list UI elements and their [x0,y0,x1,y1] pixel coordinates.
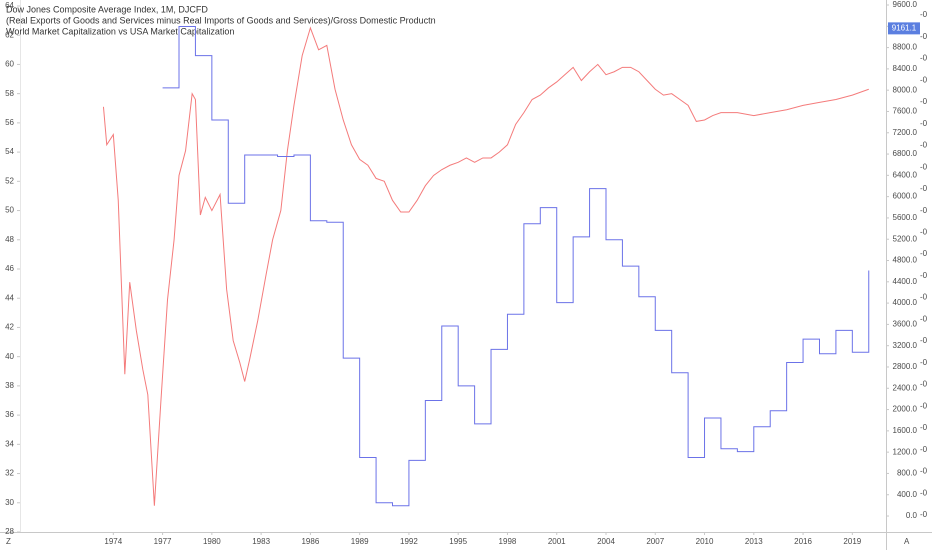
y-tick-label: 56 [5,118,14,127]
y2-tick-label: 3600.0 [893,320,918,329]
x-tick-label: 1989 [351,537,369,546]
y-tick-label: 46 [5,264,14,273]
y2-tick-label: 400.0 [897,490,918,499]
y2-tick-label: 2800.0 [893,362,918,371]
last-value-label: 9161.1 [892,23,917,32]
y3-tick-label: -0 [920,336,928,345]
y3-tick-label: -0 [920,423,928,432]
y3-tick-label: -0 [920,97,928,106]
x-tick-label: 1992 [400,537,418,546]
y3-tick-label: -0 [920,510,928,519]
corner-label: A [904,537,910,546]
x-tick-label: 1974 [104,537,122,546]
y3-tick-label: -0 [920,141,928,150]
y3-tick-label: -0 [920,380,928,389]
y3-tick-label: -0 [920,75,928,84]
y-tick-label: 62 [5,30,14,39]
y2-tick-label: 6800.0 [893,149,918,158]
y-tick-label: 64 [5,1,14,10]
y3-tick-label: -0 [920,184,928,193]
y-tick-label: 42 [5,323,14,332]
x-tick-label: 2004 [597,537,615,546]
y3-tick-label: -0 [920,119,928,128]
y3-tick-label: -0 [920,293,928,302]
y2-tick-label: 8800.0 [893,43,918,52]
y3-tick-label: -0 [920,206,928,215]
legend-entry: World Market Capitalization vs USA Marke… [6,26,234,36]
y-tick-label: 34 [5,439,14,448]
corner-label: Z [6,537,11,546]
last-value-box [888,22,920,35]
y3-tick-label: -0 [920,32,928,41]
y3-tick-label: -0 [920,162,928,171]
y2-tick-label: 4400.0 [893,277,918,286]
y3-tick-label: -0 [920,401,928,410]
x-tick-label: 2013 [745,537,763,546]
y2-tick-label: 9600.0 [893,0,918,9]
series-line [162,25,870,507]
y2-tick-label: 3200.0 [893,341,918,350]
y2-tick-label: 8000.0 [893,85,918,94]
x-tick-label: 1995 [449,537,467,546]
x-tick-label: 2016 [794,537,812,546]
y3-tick-label: -0 [920,358,928,367]
y2-tick-label: 800.0 [897,469,918,478]
legend-entry: (Real Exports of Goods and Services minu… [6,15,436,25]
y-tick-label: 30 [5,498,14,507]
y3-tick-label: -0 [920,271,928,280]
y-tick-label: 58 [5,89,14,98]
x-tick-label: 2010 [696,537,714,546]
y-tick-label: 52 [5,176,14,185]
y-tick-label: 40 [5,352,14,361]
y2-tick-label: 4000.0 [893,298,918,307]
y-tick-label: 38 [5,381,14,390]
y2-tick-label: 7600.0 [893,107,918,116]
y3-tick-label: -0 [920,467,928,476]
y2-tick-label: 5200.0 [893,234,918,243]
y-tick-label: 54 [5,147,14,156]
y2-tick-label: 1200.0 [893,447,918,456]
series-line [102,26,869,506]
y-tick-label: 28 [5,527,14,536]
y2-tick-label: 4800.0 [893,256,918,265]
y3-tick-label: -0 [920,488,928,497]
x-tick-label: 2019 [843,537,861,546]
x-tick-label: 1998 [499,537,517,546]
y2-tick-label: 5600.0 [893,213,918,222]
y2-tick-label: 6400.0 [893,170,918,179]
x-tick-label: 2007 [646,537,664,546]
x-tick-label: 2001 [548,537,566,546]
y2-tick-label: 6000.0 [893,192,918,201]
y3-tick-label: -0 [920,228,928,237]
y2-tick-label: 7200.0 [893,128,918,137]
x-tick-label: 1977 [154,537,172,546]
y-tick-label: 50 [5,206,14,215]
y2-tick-label: 2000.0 [893,405,918,414]
y2-tick-label: 8400.0 [893,64,918,73]
x-tick-label: 1986 [301,537,319,546]
x-tick-label: 1983 [252,537,270,546]
y3-tick-label: -0 [920,10,928,19]
y3-tick-label: -0 [920,249,928,258]
x-tick-label: 1980 [203,537,221,546]
y2-tick-label: 2400.0 [893,383,918,392]
y3-tick-label: -0 [920,54,928,63]
y-tick-label: 36 [5,410,14,419]
y2-tick-label: 1600.0 [893,426,918,435]
legend-entry: Dow Jones Composite Average Index, 1M, D… [6,4,208,14]
y3-tick-label: -0 [920,314,928,323]
y-tick-label: 48 [5,235,14,244]
y2-tick-label: 0.0 [906,511,918,520]
y-tick-label: 44 [5,293,14,302]
y-tick-label: 32 [5,469,14,478]
y3-tick-label: -0 [920,445,928,454]
y-tick-label: 60 [5,60,14,69]
